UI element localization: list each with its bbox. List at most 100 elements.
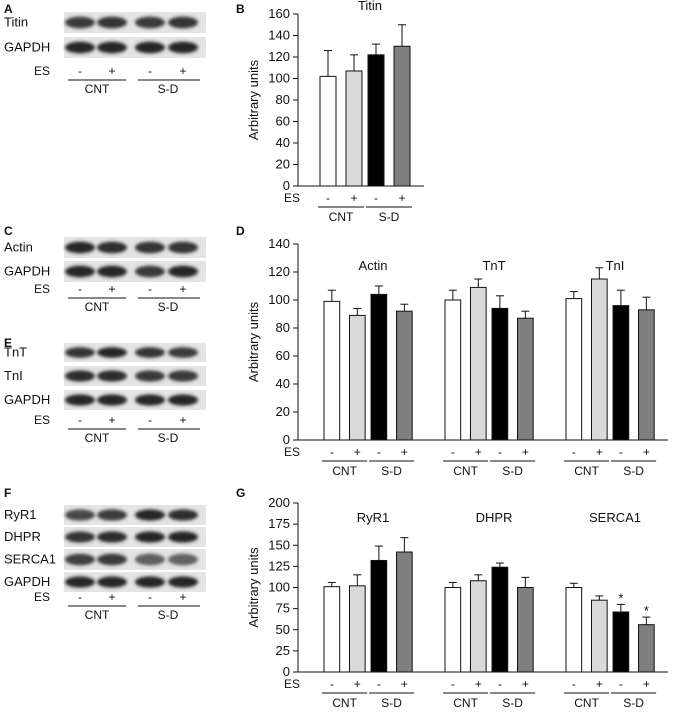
blot-band — [135, 41, 165, 54]
bar — [491, 566, 509, 673]
bar-sign: - — [377, 445, 381, 459]
subplot-title: DHPR — [476, 510, 513, 525]
lane-sign: - — [148, 413, 152, 427]
blot-band — [168, 41, 198, 54]
bar — [370, 293, 388, 441]
lane-sign: + — [179, 413, 186, 427]
y-tick-label: 140 — [268, 236, 290, 251]
es-label: ES — [34, 413, 50, 427]
subplot-title: TnT — [482, 258, 505, 273]
blot-band-label: GAPDH — [4, 40, 50, 55]
blot-band — [168, 394, 198, 406]
bar-sign: + — [475, 445, 482, 459]
lane-sign: + — [108, 413, 115, 427]
es-label: ES — [34, 64, 50, 78]
blot-band — [65, 509, 95, 521]
bar — [367, 54, 385, 187]
y-axis-title: Arbitrary units — [246, 547, 261, 628]
bar-chart-d: 0 20 40 60 80 100 120 140 Arbitrary units ES Actin… — [246, 236, 668, 478]
bar-sign: + — [596, 677, 603, 691]
lane-sign: - — [78, 413, 82, 427]
lane-sign: + — [179, 64, 186, 78]
group-label: CNT — [453, 464, 478, 478]
bar-sign: - — [330, 677, 334, 691]
y-tick-label: 20 — [276, 404, 290, 419]
bar — [323, 300, 341, 441]
blot-band-label: TnI — [4, 368, 23, 383]
lane-sign: - — [148, 282, 152, 296]
y-tick-label: 50 — [276, 622, 290, 637]
group-label: CNT — [85, 82, 110, 96]
panel-letter-a: A — [4, 2, 13, 16]
y-tick-label: 140 — [268, 28, 290, 43]
es-label: ES — [284, 191, 300, 205]
lane-sign: - — [78, 590, 82, 604]
es-label: ES — [34, 590, 50, 604]
lane-sign: + — [179, 590, 186, 604]
y-tick-label: 125 — [268, 558, 290, 573]
bar — [612, 305, 630, 441]
panel-letter-c: C — [4, 224, 13, 238]
panel-letter-e: E — [4, 336, 12, 350]
group-label: S-D — [158, 300, 179, 314]
lane-sign: - — [148, 64, 152, 78]
blot-band — [168, 509, 198, 521]
bar — [517, 587, 534, 673]
significance-marker: * — [644, 603, 649, 618]
blot-band-label: TnT — [4, 345, 27, 360]
bar — [491, 307, 509, 441]
blot-band-label: RyR1 — [4, 507, 37, 522]
blot-band — [65, 265, 95, 278]
es-label: ES — [34, 282, 50, 296]
blot-band — [65, 553, 95, 566]
bar-sign: - — [572, 445, 576, 459]
group-label: CNT — [332, 464, 357, 478]
bar-sign: + — [596, 445, 603, 459]
group-label: S-D — [623, 464, 644, 478]
bar — [348, 314, 366, 441]
bar-sign: - — [498, 677, 502, 691]
bar-sign: - — [619, 445, 623, 459]
bar-sign: + — [643, 445, 650, 459]
blot-band-label: DHPR — [4, 529, 41, 544]
bar-sign: + — [398, 191, 405, 205]
blot-band-label: Actin — [4, 240, 33, 255]
bar — [590, 599, 608, 673]
group-label: CNT — [453, 696, 478, 710]
subplot-title: SERCA1 — [589, 510, 641, 525]
bar-chart-g: 0 25 50 75 100 125 150 175 200 Arbitrary units ES R… — [246, 495, 668, 710]
blot-band — [97, 370, 127, 382]
bar-sign: - — [374, 191, 378, 205]
bar-sign: + — [401, 677, 408, 691]
blot-band-label: GAPDH — [4, 264, 50, 279]
panel-letter-b: B — [236, 2, 245, 16]
blot-band — [65, 41, 95, 54]
panel-letter-d: D — [236, 224, 245, 238]
blot-band — [97, 16, 127, 29]
bar-chart-b: 0 20 40 60 80 100 120 140 160 Arbitrary units ES Ti… — [246, 0, 424, 224]
group-label: CNT — [332, 696, 357, 710]
blot-band — [135, 394, 165, 406]
blot-band — [65, 394, 95, 406]
lane-sign: + — [108, 590, 115, 604]
bar-sign: + — [354, 445, 361, 459]
blot-band — [65, 16, 95, 29]
bar-sign: + — [354, 677, 361, 691]
group-label: CNT — [574, 696, 599, 710]
blot-band — [135, 370, 165, 382]
bar-sign: + — [643, 677, 650, 691]
subplot-title: RyR1 — [357, 510, 390, 525]
bar-sign: - — [572, 677, 576, 691]
group-label: S-D — [381, 696, 402, 710]
bar-sign: - — [330, 445, 334, 459]
blot-band — [97, 394, 127, 406]
bar-sign: + — [475, 677, 482, 691]
y-tick-label: 20 — [276, 157, 290, 172]
significance-marker: * — [618, 590, 623, 605]
group-label: S-D — [158, 608, 179, 622]
blot-band — [135, 531, 165, 543]
blot-band — [168, 553, 198, 566]
blot-band — [168, 265, 198, 278]
blot-band — [168, 241, 198, 254]
group-label: S-D — [158, 82, 179, 96]
